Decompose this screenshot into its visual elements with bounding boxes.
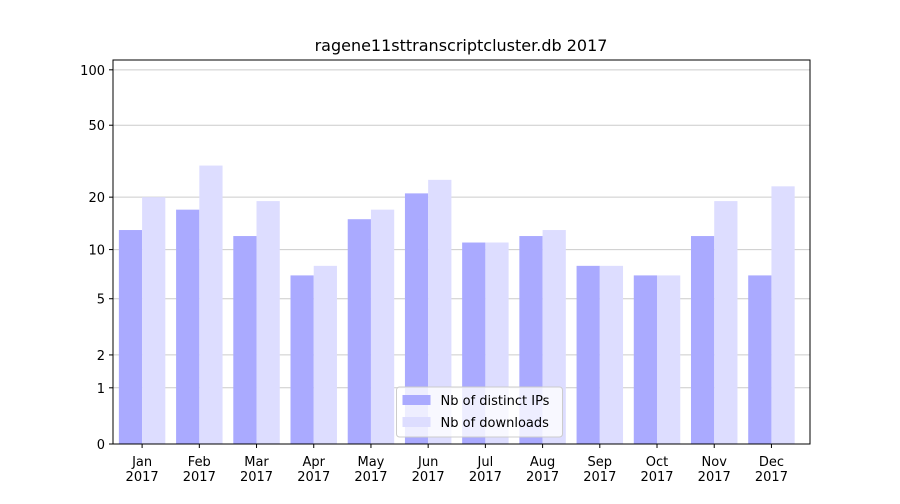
bar: [256, 201, 280, 444]
bar: [404, 193, 429, 444]
x-tick-label: Sep 2017: [583, 455, 616, 485]
bar: [633, 275, 658, 444]
bar: [176, 209, 200, 444]
legend-label: Nb of distinct IPs: [441, 394, 550, 409]
y-tick-label: 50: [88, 119, 105, 134]
x-tick-label: Feb 2017: [183, 455, 216, 485]
y-tick-label: 5: [97, 293, 105, 308]
y-tick-label: 2: [97, 349, 105, 364]
x-tick-label: Oct 2017: [640, 455, 673, 485]
bar: [690, 236, 715, 444]
bar: [428, 179, 452, 445]
legend-swatch: [402, 417, 431, 427]
chart-title: ragene11sttranscriptcluster.db 2017: [315, 36, 608, 55]
bar: [714, 201, 738, 444]
y-tick-label: 0: [97, 438, 105, 453]
bar: [290, 275, 314, 444]
x-tick-label: Apr 2017: [297, 455, 330, 485]
y-tick-label: 10: [88, 244, 105, 259]
x-tick-label: Aug 2017: [526, 455, 559, 485]
legend-swatch: [402, 395, 431, 405]
bar: [313, 265, 337, 444]
x-tick-label: Dec 2017: [755, 455, 788, 485]
bar: [142, 197, 166, 444]
bar: [118, 230, 143, 444]
bar: [347, 219, 371, 444]
y-tick-label: 20: [88, 191, 105, 206]
x-tick-label: Jan 2017: [126, 455, 159, 485]
legend-box: [396, 386, 563, 438]
bar: [233, 236, 257, 444]
x-tick-label: Jul 2017: [469, 455, 502, 485]
bar: [748, 275, 772, 444]
x-tick-label: Jun 2017: [412, 455, 445, 485]
bar: [199, 165, 223, 445]
bar: [771, 186, 795, 444]
x-tick-label: Mar 2017: [240, 455, 273, 485]
x-tick-label: May 2017: [354, 455, 387, 485]
x-tick-label: Nov 2017: [698, 455, 731, 485]
bar: [370, 209, 395, 444]
bar: [657, 275, 681, 444]
bar: [576, 265, 600, 444]
axes-frame: [112, 59, 811, 445]
y-tick-label: 1: [97, 382, 105, 397]
legend-label: Nb of downloads: [441, 416, 550, 431]
bar: [599, 265, 624, 444]
y-tick-label: 100: [80, 64, 105, 79]
